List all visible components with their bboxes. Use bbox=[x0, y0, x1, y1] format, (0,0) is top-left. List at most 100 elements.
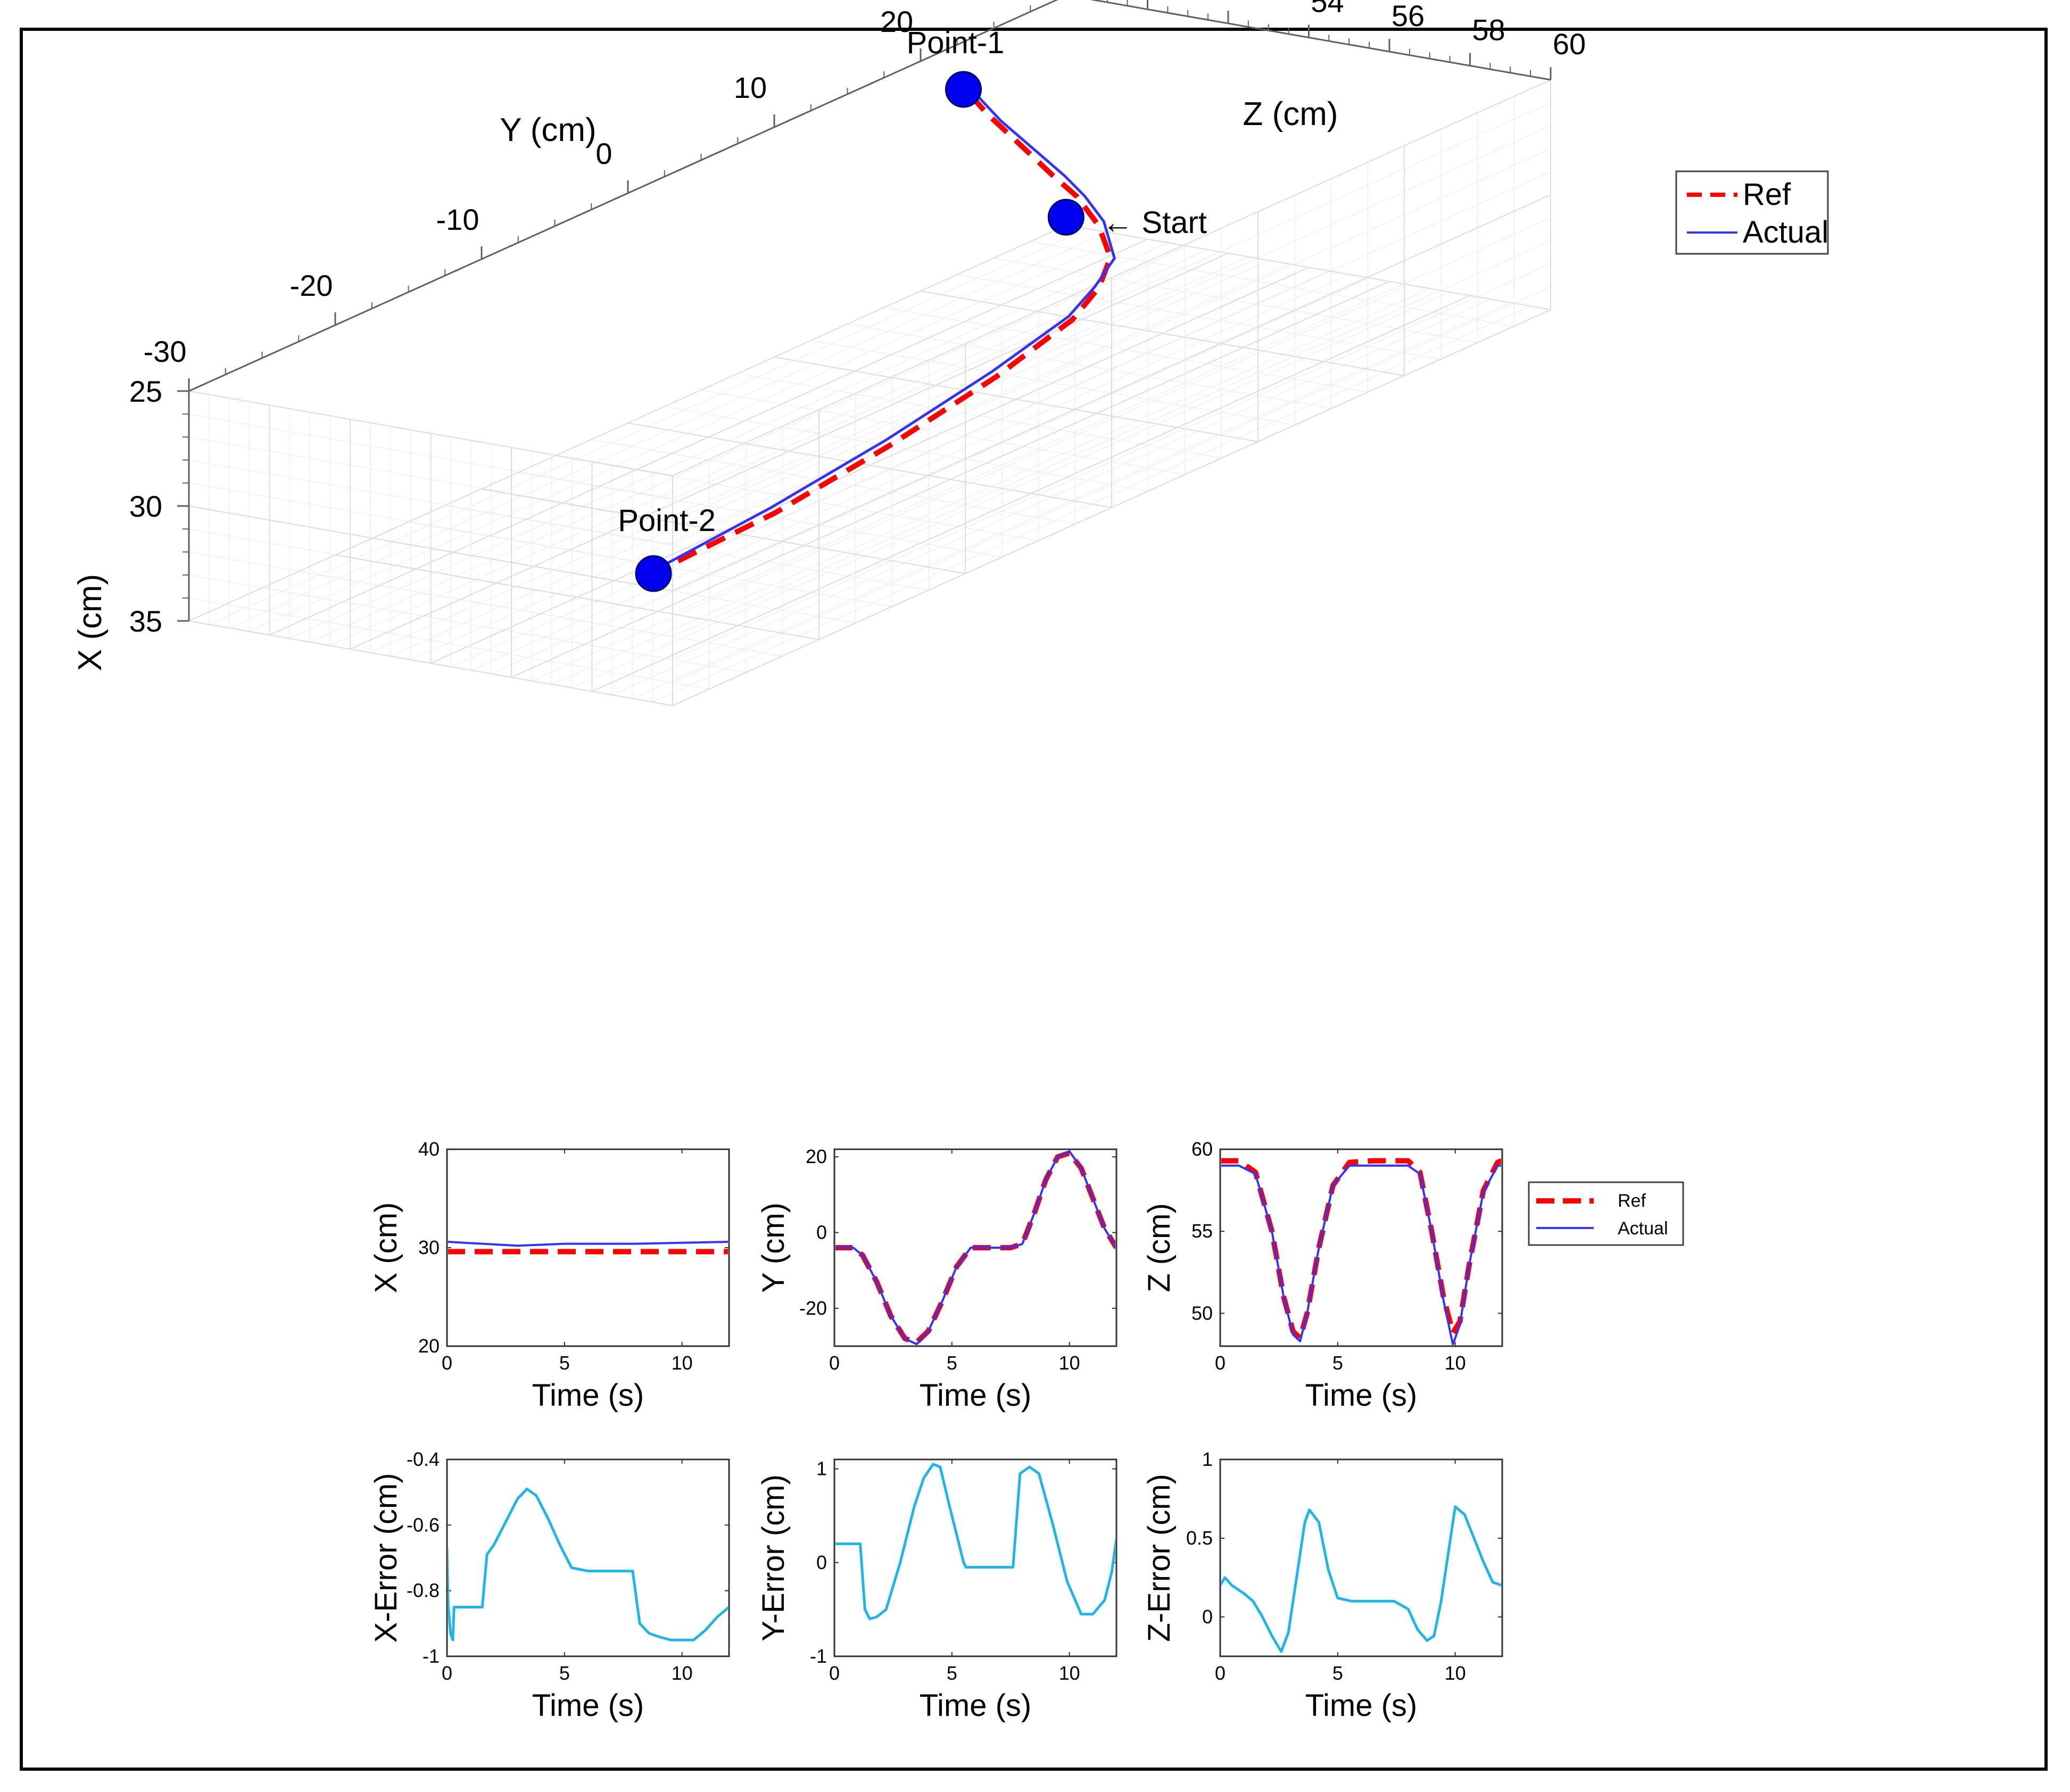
y-tick-label: 20 bbox=[880, 5, 913, 38]
y-axis-label: Y (cm) bbox=[500, 112, 596, 148]
subplot-x-error-cm: 0 5 10 -1 -0.8 -0.6 -0.4 Time (s) X-Error (cm) bbox=[369, 1448, 730, 1723]
grid-line bbox=[430, 267, 1309, 664]
legend-label-ref: Ref bbox=[1743, 177, 1791, 212]
y-tick-label: 50 bbox=[1191, 1302, 1213, 1324]
y-tick-label: 60 bbox=[1191, 1138, 1213, 1160]
marker-label: Point-2 bbox=[618, 503, 716, 538]
x-axis-label: Time (s) bbox=[920, 1378, 1031, 1413]
x-tick-label: 5 bbox=[559, 1662, 570, 1684]
z-tick-label: 56 bbox=[1392, 0, 1425, 32]
trajectory-3d-plot: -30-20-10010203048505254565860253035Y (c… bbox=[72, 0, 1829, 706]
grid-line bbox=[188, 620, 673, 706]
x-tick-label: 5 bbox=[1332, 1352, 1343, 1374]
y-tick-label: -20 bbox=[799, 1297, 827, 1319]
legend-box bbox=[1675, 170, 1829, 255]
legend-box bbox=[1528, 1181, 1684, 1246]
y-tick-label: 1 bbox=[1202, 1448, 1213, 1470]
y-tick-label: -1 bbox=[810, 1645, 827, 1667]
legend-label-ref: Ref bbox=[1618, 1191, 1646, 1211]
y-tick-label: 0.5 bbox=[1186, 1527, 1213, 1549]
series-line-actual bbox=[835, 1150, 1115, 1345]
y-tick-label: -1 bbox=[423, 1645, 440, 1667]
grid-line bbox=[269, 238, 1148, 636]
subplot-z-error-cm: 0 5 10 0 0.5 1 Time (s) Z-Error (cm) bbox=[1142, 1448, 1503, 1723]
series-line-ref bbox=[648, 85, 1113, 578]
marker-point bbox=[1047, 198, 1084, 236]
legend-label-actual: Actual bbox=[1618, 1218, 1668, 1239]
x-tick-label: 0 bbox=[442, 1662, 452, 1684]
y-tick-label: 0 bbox=[595, 137, 612, 170]
x-axis-label: Time (s) bbox=[532, 1688, 644, 1723]
y-tick-label: 1 bbox=[816, 1458, 827, 1480]
y-tick-label: 10 bbox=[734, 71, 767, 104]
plot-area bbox=[1219, 1148, 1503, 1347]
x-tick-label: 0 bbox=[829, 1352, 840, 1374]
x-tick-label: 0 bbox=[442, 1352, 452, 1374]
series-line-actual bbox=[448, 1240, 728, 1247]
z-tick-label: 60 bbox=[1553, 27, 1586, 61]
x-tick-label: 0 bbox=[1215, 1352, 1226, 1374]
plot-area bbox=[446, 1458, 730, 1657]
x-tick-label: 5 bbox=[1332, 1662, 1343, 1684]
subplot-legend: Ref Actual bbox=[1528, 1181, 1684, 1246]
x-tick-label: 5 bbox=[947, 1662, 957, 1684]
z-tick-label: 54 bbox=[1311, 0, 1344, 19]
grid-line bbox=[188, 505, 673, 591]
z-axis-label: Z (cm) bbox=[1243, 96, 1338, 132]
z-tick-label: 52 bbox=[1230, 0, 1263, 4]
x-tick-label: 10 bbox=[1445, 1352, 1466, 1374]
y-tick-label: -0.6 bbox=[407, 1514, 440, 1536]
y-tick-label: 0 bbox=[1202, 1606, 1213, 1628]
marker-point bbox=[945, 71, 982, 108]
x-tick-label: 10 bbox=[1059, 1352, 1080, 1374]
grid-line bbox=[188, 391, 673, 476]
x-axis-label: Time (s) bbox=[920, 1688, 1031, 1723]
y-tick-label: -30 bbox=[144, 335, 187, 368]
plot-area bbox=[833, 1458, 1117, 1657]
grid-line bbox=[672, 309, 1551, 706]
y-axis-label: Y-Error (cm) bbox=[756, 1474, 791, 1641]
grid-line bbox=[672, 194, 1551, 591]
grid-line bbox=[350, 253, 1229, 650]
x-tick-label: 0 bbox=[1215, 1662, 1226, 1684]
x-tick-label: 10 bbox=[672, 1662, 693, 1684]
y-tick-label: 20 bbox=[806, 1146, 827, 1167]
y-axis-label: Z-Error (cm) bbox=[1142, 1474, 1177, 1642]
plot-area bbox=[1219, 1458, 1503, 1657]
x-axis-label: X (cm) bbox=[72, 574, 109, 671]
x-tick-label: 10 bbox=[1445, 1662, 1466, 1684]
grid-line bbox=[672, 79, 1551, 476]
y-tick-label: 30 bbox=[418, 1237, 440, 1258]
grid-line bbox=[592, 295, 1470, 692]
marker-label: ← Start bbox=[1102, 205, 1207, 240]
subplot-x-cm: 0 5 10 20 30 40 Time (s) X (cm) bbox=[369, 1138, 730, 1413]
y-tick-label: -0.4 bbox=[407, 1448, 440, 1470]
series-line-y-error bbox=[835, 1463, 1115, 1620]
y-tick-label: -20 bbox=[290, 269, 333, 302]
subplot-z-cm: 0 5 10 50 55 60 Time (s) Z (cm) bbox=[1142, 1138, 1503, 1413]
marker-point bbox=[635, 555, 672, 592]
marker-label: Point-1 bbox=[907, 26, 1005, 60]
y-axis-label: X (cm) bbox=[369, 1202, 403, 1293]
x-tick-label: 0 bbox=[829, 1662, 840, 1684]
y-axis-label: Z (cm) bbox=[1142, 1203, 1177, 1292]
subplot-y-cm: 0 5 10 -20 0 20 Time (s) Y (cm) bbox=[756, 1146, 1117, 1413]
grid-line bbox=[188, 225, 1067, 621]
x-axis-label: Time (s) bbox=[1305, 1378, 1417, 1413]
y-tick-label: -10 bbox=[436, 203, 479, 236]
x-tick-label: 10 bbox=[1059, 1662, 1080, 1684]
series-line-actual bbox=[649, 93, 1116, 574]
x-tick-label: 5 bbox=[559, 1352, 570, 1374]
x-tick-label: 30 bbox=[129, 490, 162, 523]
x-tick-label: 10 bbox=[672, 1352, 693, 1374]
x-axis-label: Time (s) bbox=[532, 1378, 644, 1413]
series-line-actual bbox=[1221, 1164, 1501, 1345]
plot-area bbox=[446, 1148, 730, 1347]
series-line-x-error bbox=[448, 1488, 728, 1641]
y-tick-label: -0.8 bbox=[407, 1580, 440, 1602]
x-tick-label: 35 bbox=[129, 604, 162, 638]
y-tick-label: 40 bbox=[418, 1138, 440, 1160]
